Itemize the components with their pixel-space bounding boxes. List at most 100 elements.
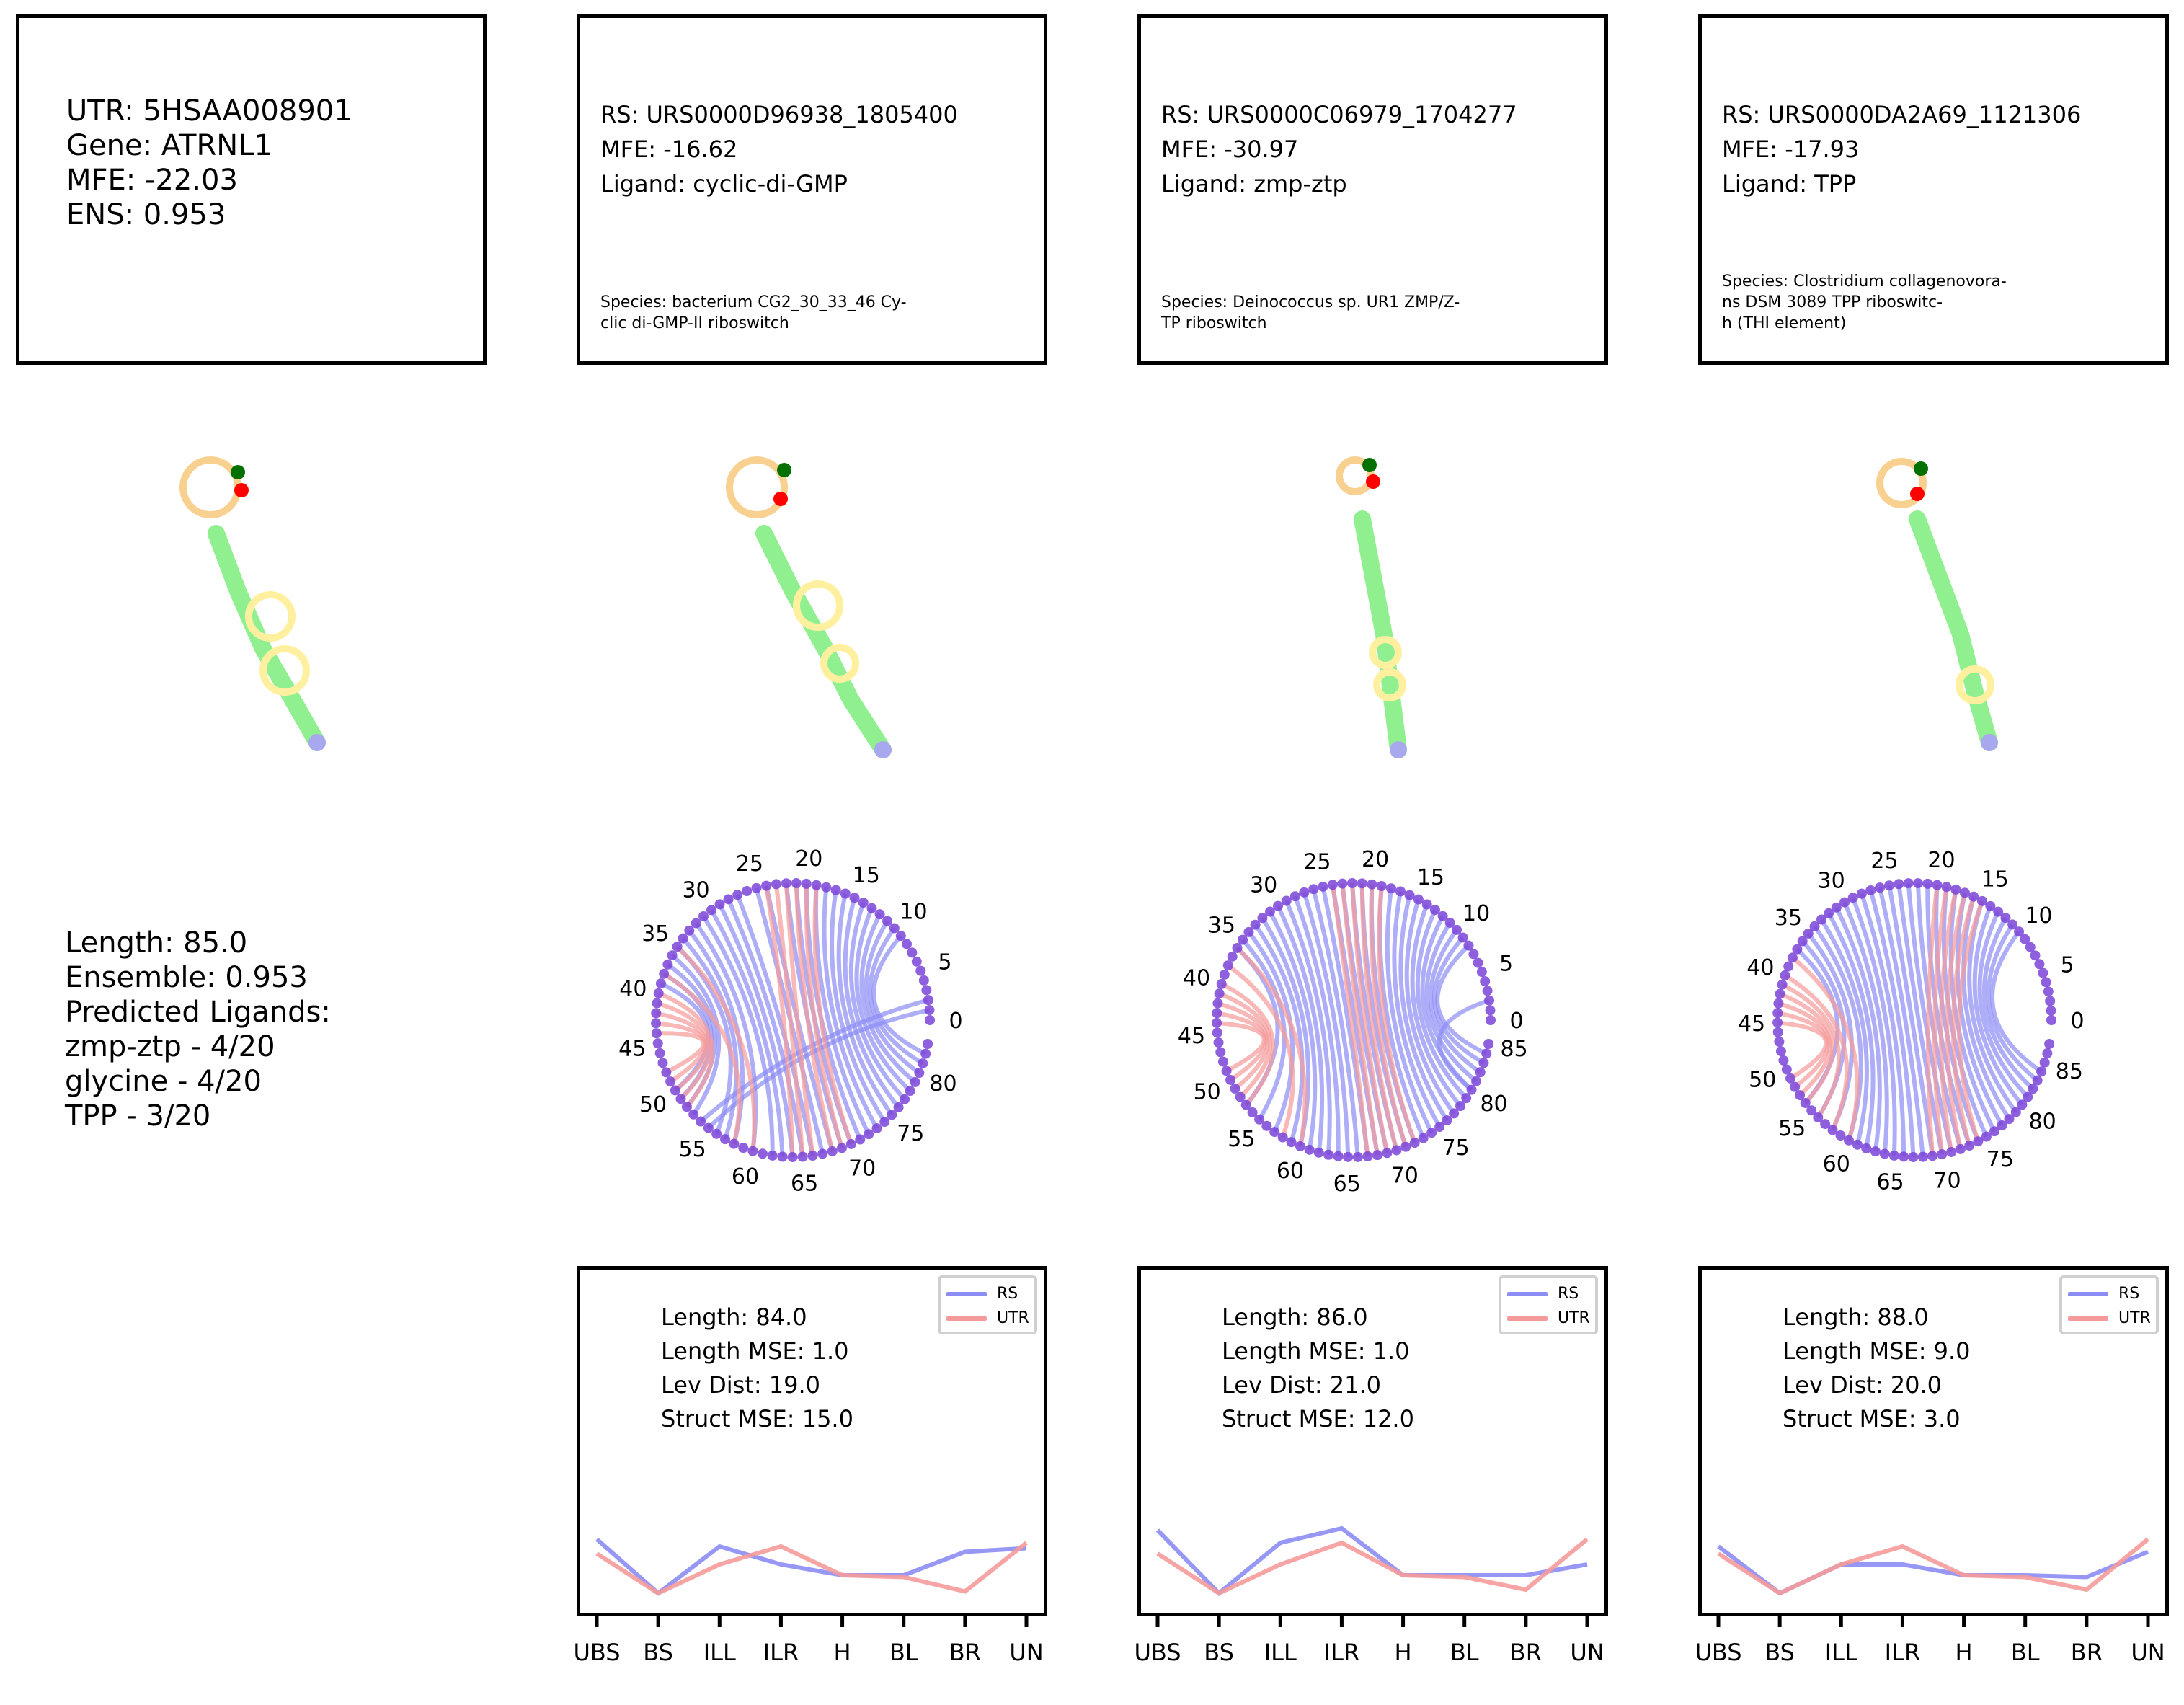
nucleotide-dot [1219,969,1230,980]
rs-info-box-1: RS: URS0000D96938_1805400 MFE: -16.62 Li… [577,14,1047,365]
nucleotide-dot [1299,887,1310,898]
series-line-utr [1717,1537,2149,1596]
utr-ligand-1: zmp-ztp - 4/20 [65,1030,275,1063]
nucleotide-dot [1232,942,1243,953]
rs-pair-arc [1404,898,1456,1115]
legend-rs: RS [2068,1284,2139,1304]
nucleotide-dot [2036,1066,2047,1077]
nucleotide-dot [1212,1027,1222,1038]
nucleotide-dot [670,1085,680,1096]
position-label: 0 [1509,1009,1523,1034]
nucleotide-dot [2020,934,2030,944]
nucleotide-dot [840,888,851,899]
rs-species: Species: bacterium CG2_30_33_46 Cy- [600,293,907,311]
nucleotide-dot [1820,1119,1831,1130]
nucleotide-dot [1941,882,1952,893]
legend-utr: UTR [1507,1308,1590,1329]
x-tick-label: BR [949,1639,981,1666]
nucleotide-dot [807,1151,818,1161]
utr-pair-arc [675,945,757,1152]
nucleotide-dot [1894,879,1904,890]
x-tick-label: UN [1570,1639,1604,1666]
nucleotide-dot [1778,1055,1789,1066]
x-tick-label: ILL [1825,1639,1857,1666]
nucleotide-dot [1318,881,1328,892]
rs-pair-arc [717,903,795,1158]
nucleotide-dot [827,1146,838,1156]
rs-pair-arc [1240,938,1287,1121]
nucleotide-dot [1214,988,1225,999]
nucleotide-dot [667,950,678,961]
nucleotide-dot [1483,1038,1494,1049]
nucleotide-dot [2041,977,2051,988]
nucleotide-dot [1466,1084,1477,1095]
nucleotide-dot [1277,1132,1288,1143]
nucleotide-dot [742,886,753,897]
rs-pair-arc [1311,888,1360,1158]
nucleotide-dot [1482,986,1493,996]
rs-pair-arc [1276,905,1325,1153]
rs-pair-arc [1948,889,1997,1133]
legend-utr-swatch [2068,1316,2108,1321]
nucleotide-dot [1247,1107,1258,1118]
end-marker [1910,487,1925,501]
nucleotide-dot [651,1008,662,1019]
nucleotide-dot [1774,1036,1785,1047]
nucleotide-dot [1973,1136,1984,1147]
rs-pair-arc [836,893,894,1117]
nucleotide-dot [651,1028,662,1039]
nucleotide-dot [1240,1099,1251,1110]
rs-pair-arc [1906,882,1954,1153]
rs-id: RS: URS0000D96938_1805400 [600,101,958,128]
nucleotide-dot [1212,1008,1222,1019]
nucleotide-dot [1813,1112,1824,1123]
nucleotide-dot [1434,1122,1445,1133]
nucleotide-dot [1429,905,1440,916]
rs-pair-arc [1429,929,1482,1074]
nucleotide-dot [761,880,772,891]
nucleotide-dot [845,1138,856,1149]
nucleotide-dot [1959,887,1970,898]
nucleotide-dot [1803,928,1814,939]
stem-region [755,525,892,758]
nucleotide-dot [1313,1147,1324,1158]
utr-pair-arc [1235,946,1308,1147]
nucleotide-dot [1476,967,1487,978]
nucleotide-dot [2039,1057,2050,1068]
nucleotide-dot [729,1138,740,1149]
utr-pair-arc [1783,973,1850,1131]
nucleotide-dot [1806,1105,1817,1116]
series-line-rs [595,1537,1027,1596]
rs-species: h (THI element) [1722,314,1847,332]
x-tick-label: ILR [1885,1639,1921,1666]
nucleotide-dot [1418,1133,1429,1143]
nucleotide-dot [1473,957,1483,968]
x-tick-label: BL [1450,1639,1479,1666]
nucleotide-dot [1409,1138,1420,1148]
nucleotide-dot [1899,1151,1909,1162]
rs-species: Species: Clostridium collagenovora- [1722,273,2007,291]
nucleotide-dot [830,885,841,895]
nucleotide-dot [1478,1058,1489,1068]
nucleotide-dot [1463,940,1474,951]
nucleotide-dot [1347,878,1358,889]
legend: RS UTR [2059,1275,2159,1334]
nucleotide-dot [1964,1141,1975,1151]
rs-pair-arc [1981,916,2035,1091]
nucleotide-dot [1816,914,1827,925]
nucleotide-dot [655,978,666,989]
start-marker [231,465,245,479]
rs-pair-arc [1834,906,1882,1152]
position-label: 45 [618,1036,646,1061]
nucleotide-dot [1775,1046,1786,1057]
nucleotide-dot [1981,1131,1992,1142]
rs-id: RS: URS0000C06979_1704277 [1161,101,1517,128]
nucleotide-dot [1333,1151,1344,1161]
legend-rs-swatch [946,1292,987,1296]
nucleotide-dot [2044,1038,2055,1049]
nucleotide-dot [661,1067,672,1078]
position-label: 15 [853,863,880,888]
legend-rs-label: RS [1558,1285,1579,1303]
nucleotide-dot [1772,1008,1783,1019]
nucleotide-dot [1908,1151,1919,1162]
